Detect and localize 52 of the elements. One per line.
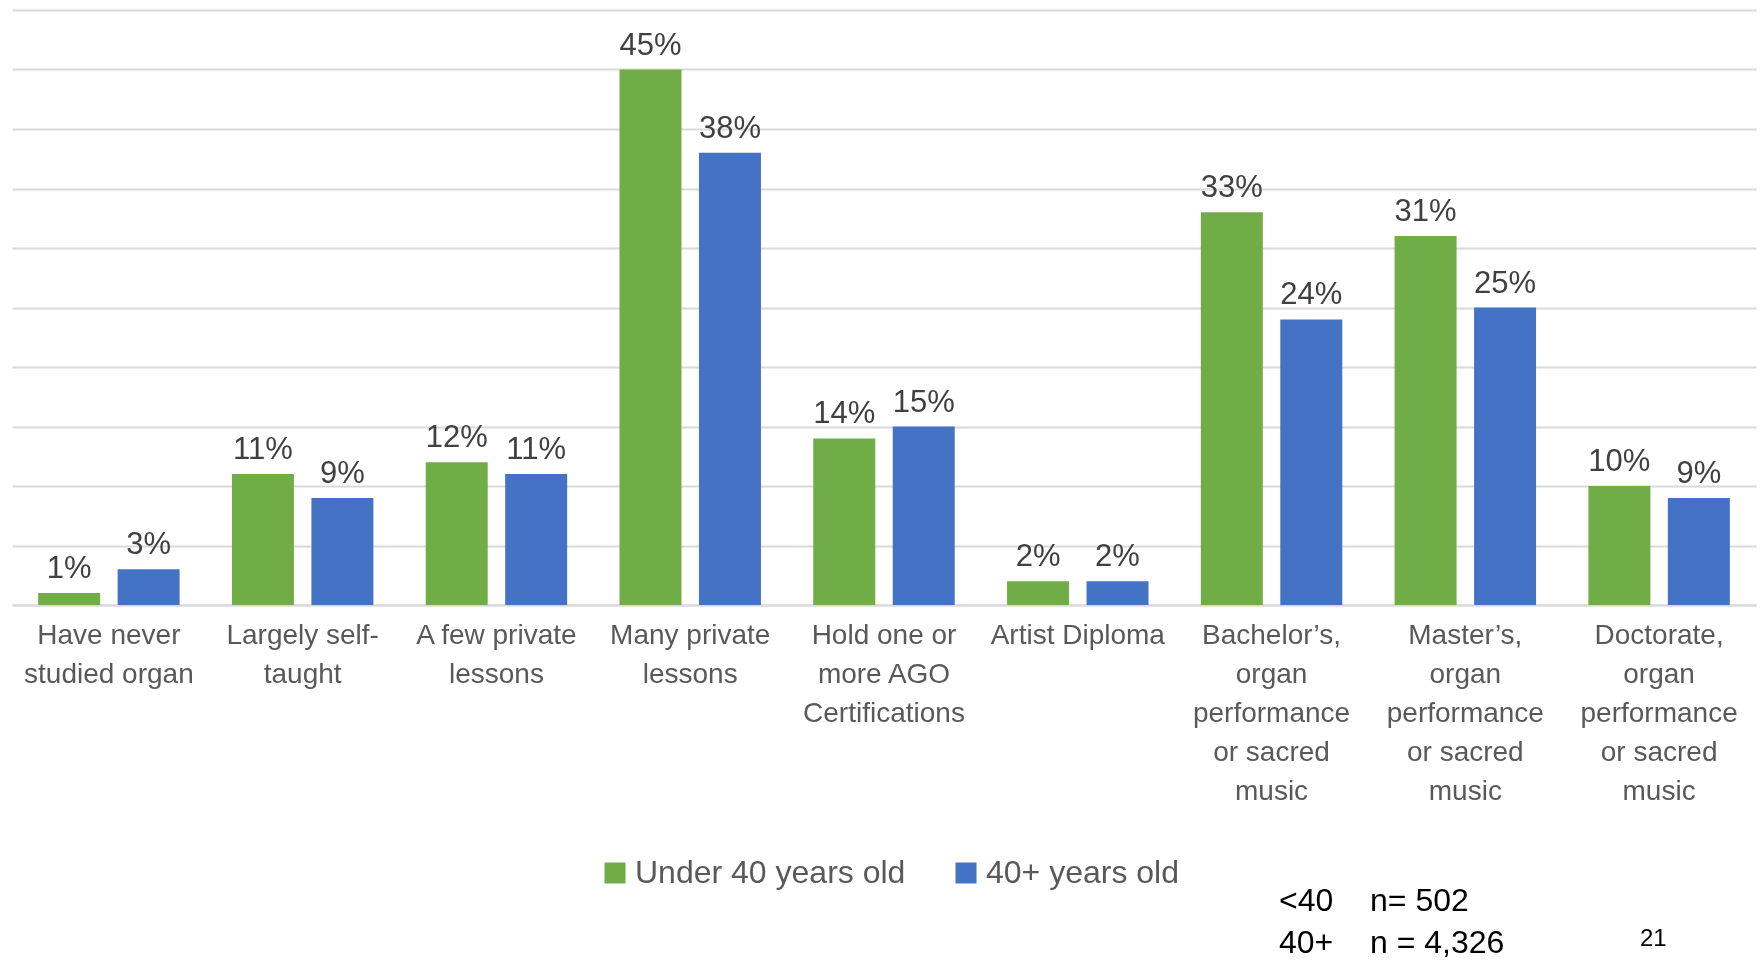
- bar: [1200, 212, 1263, 605]
- bar: [1394, 236, 1457, 605]
- x-tick-label: Hold one or more AGO Certifications: [803, 618, 965, 728]
- x-tick-label: Largely self-taught: [226, 618, 379, 689]
- bar: [505, 474, 568, 605]
- text: n = 4,326: [1370, 924, 1505, 960]
- bar: [1588, 486, 1651, 605]
- bar: [892, 426, 955, 605]
- bar: [311, 497, 374, 605]
- data-label: 31%: [1394, 193, 1457, 229]
- x-tick-label: Master’s, organ performance or sacred music: [1386, 618, 1544, 806]
- x-tick-label: Have never studied organ: [24, 618, 194, 689]
- text: n= 502: [1370, 882, 1469, 918]
- bar: [38, 593, 101, 605]
- x-tick-label: A few private lessons: [416, 618, 577, 689]
- data-label: 12%: [425, 419, 488, 455]
- bar: [231, 474, 294, 605]
- bar: [1667, 497, 1730, 605]
- legend-label: 40+ years old: [986, 854, 1180, 890]
- x-tick-label: Many private lessons: [610, 618, 771, 689]
- data-label: 38%: [698, 109, 761, 145]
- data-label: 14%: [813, 395, 876, 431]
- data-label: 9%: [1676, 454, 1722, 490]
- data-label: 2%: [1095, 538, 1140, 574]
- x-tick-label: Artist Diploma: [990, 618, 1166, 650]
- data-label: 3%: [126, 526, 172, 562]
- data-label: 25%: [1474, 264, 1537, 300]
- data-label: 2%: [1015, 538, 1061, 574]
- bar: [1007, 581, 1070, 605]
- bar: [1474, 307, 1537, 605]
- data-label: 33%: [1200, 169, 1263, 205]
- text: <40: [1279, 882, 1334, 918]
- x-tick-label: Bachelor’s, organ performance or sacred music: [1192, 618, 1351, 806]
- text: 21: [1640, 924, 1667, 951]
- data-label: 1%: [46, 550, 92, 586]
- bar: [698, 152, 761, 605]
- data-label: 15%: [892, 383, 955, 419]
- data-label: 9%: [320, 454, 365, 490]
- bar: [813, 438, 876, 605]
- data-label: 10%: [1588, 443, 1651, 478]
- bar: [619, 69, 682, 605]
- data-label: 24%: [1280, 276, 1343, 312]
- x-tick-label: Doctorate, organ performance or sacred music: [1580, 618, 1738, 806]
- bar: [1280, 319, 1343, 605]
- bar: [425, 462, 488, 605]
- data-label: 11%: [233, 431, 293, 467]
- data-label: 11%: [506, 431, 567, 467]
- text: 40+: [1279, 924, 1334, 960]
- bar: [117, 569, 180, 605]
- bar: [1086, 581, 1149, 605]
- legend-label: Under 40 years old: [635, 854, 906, 890]
- data-label: 45%: [619, 26, 682, 62]
